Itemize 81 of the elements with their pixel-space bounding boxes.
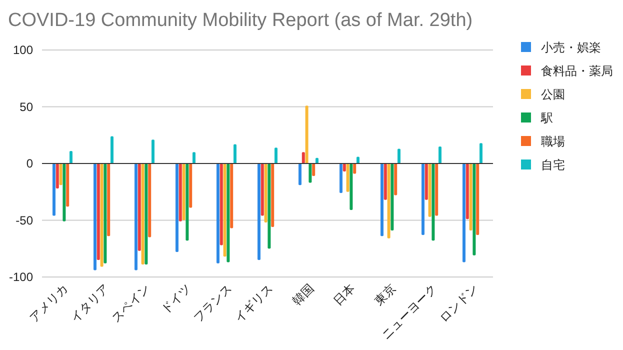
legend-label: 小売・娯楽 xyxy=(541,40,601,54)
bar xyxy=(52,164,56,216)
bar xyxy=(66,164,70,207)
x-tick-label: 東京 xyxy=(372,281,399,308)
x-tick-label: 日本 xyxy=(330,281,358,308)
bar xyxy=(384,164,387,200)
bar xyxy=(216,164,220,264)
bar xyxy=(271,164,274,228)
bar xyxy=(466,164,469,220)
bar xyxy=(104,164,107,264)
bar xyxy=(342,164,346,172)
bar xyxy=(274,148,278,164)
bar xyxy=(182,164,186,220)
bar xyxy=(138,164,141,251)
bar xyxy=(152,140,154,164)
bar xyxy=(380,164,384,236)
bar xyxy=(144,164,148,265)
legend-label: 駅 xyxy=(540,111,553,125)
bar xyxy=(258,164,260,260)
bar xyxy=(438,146,442,164)
bar xyxy=(302,152,305,164)
bar xyxy=(346,164,350,192)
bar xyxy=(192,152,196,164)
x-tick-label: ロンドン xyxy=(436,281,481,326)
bar xyxy=(230,164,234,228)
legend-label: 自宅 xyxy=(541,158,565,172)
bar xyxy=(480,143,482,164)
legend-label: 職場 xyxy=(541,134,565,148)
bar xyxy=(100,164,104,267)
bar xyxy=(298,164,302,186)
bar xyxy=(134,164,138,270)
bar xyxy=(312,164,316,176)
bar xyxy=(186,164,189,241)
bar xyxy=(268,164,271,249)
bar xyxy=(56,164,59,188)
bar xyxy=(234,144,236,164)
bar xyxy=(469,164,472,230)
bar xyxy=(189,164,192,208)
y-tick-label: -100 xyxy=(8,270,34,284)
bar xyxy=(350,164,353,210)
bar xyxy=(176,164,178,252)
bar xyxy=(390,164,394,230)
bar xyxy=(387,164,390,238)
bar xyxy=(356,156,360,164)
bar xyxy=(428,164,432,217)
bar xyxy=(223,164,226,257)
bar xyxy=(340,164,342,194)
bar xyxy=(178,164,182,222)
bar xyxy=(305,106,308,164)
bar xyxy=(398,148,400,164)
chart-title: COVID-19 Community Mobility Report (as of Mar. 29th) xyxy=(8,10,473,31)
bar xyxy=(260,164,264,216)
bar xyxy=(472,164,476,256)
bar xyxy=(141,164,144,265)
bar xyxy=(308,164,312,183)
bar xyxy=(394,164,398,196)
legend-label: 公園 xyxy=(541,88,565,102)
y-tick-label: 100 xyxy=(12,43,34,57)
bar xyxy=(96,164,100,260)
bar xyxy=(94,164,96,270)
bar xyxy=(432,164,435,241)
x-tick-label: 韓国 xyxy=(290,281,317,308)
bar xyxy=(59,164,62,186)
bar xyxy=(220,164,223,246)
bar xyxy=(353,164,356,174)
bar xyxy=(107,164,110,236)
legend-label: 食料品・薬局 xyxy=(541,64,613,78)
bar xyxy=(148,164,152,238)
y-tick-label: -50 xyxy=(16,213,34,228)
y-tick-label: 50 xyxy=(20,100,34,114)
bar xyxy=(424,164,428,200)
bar xyxy=(70,151,72,164)
bar xyxy=(435,164,438,216)
bar xyxy=(462,164,466,262)
bar xyxy=(110,136,114,164)
y-tick-label: 0 xyxy=(26,156,34,170)
bar xyxy=(264,164,268,223)
bar xyxy=(62,164,66,222)
bar xyxy=(476,164,480,236)
bar xyxy=(226,164,230,262)
bar xyxy=(422,164,424,236)
